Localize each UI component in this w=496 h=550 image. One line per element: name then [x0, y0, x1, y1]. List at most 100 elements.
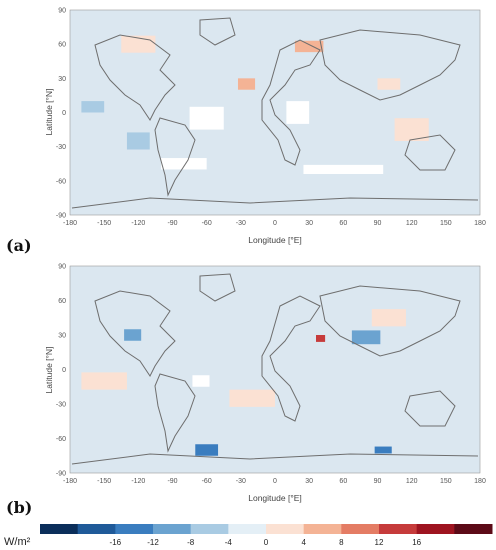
colorbar-tick-label: 12: [375, 538, 384, 547]
colorbar-swatch: [416, 524, 455, 534]
colorbar-swatches: [40, 524, 493, 534]
y-tick-label: 90: [58, 264, 66, 271]
anomaly-patch: [237, 78, 256, 90]
x-tick-label: -90: [167, 220, 177, 227]
coast-australia: [404, 134, 456, 171]
coast-greenland: [199, 17, 236, 46]
x-tick-label: 60: [339, 478, 347, 485]
y-tick-label: 0: [62, 367, 66, 374]
colorbar-tick-label: -16: [110, 538, 122, 547]
y-tick-label: 90: [58, 8, 66, 15]
coast-antarctica: [71, 453, 479, 465]
y-tick-label: 0: [62, 110, 66, 117]
anomaly-patch: [351, 330, 381, 345]
anomaly-patch: [303, 164, 384, 174]
colorbar-swatch: [341, 524, 380, 534]
map-b: -180 -150 -120 -90 -60 -30 0 30 60 90 120 150 180 90…: [44, 264, 486, 504]
coast-south-america: [154, 117, 196, 197]
y-tick-label: -30: [56, 144, 66, 151]
coast-europe-africa: [261, 39, 321, 166]
map-a-xticks: -180 -150 -120 -90 -60 -30 0 30 60 90 120 150 180: [63, 220, 486, 227]
x-tick-label: -180: [63, 478, 77, 485]
colorbar-swatch: [266, 524, 305, 534]
anomaly-patch: [161, 158, 207, 170]
anomaly-patch: [189, 106, 224, 130]
x-tick-label: 150: [440, 478, 452, 485]
x-tick-label: 0: [273, 220, 277, 227]
coast-australia: [404, 390, 456, 427]
colorbar-tick-label: -8: [187, 538, 195, 547]
coast-asia: [319, 29, 461, 101]
colorbar-swatch: [153, 524, 192, 534]
anomaly-patch: [374, 446, 392, 454]
map-b-xticks: -180 -150 -120 -90 -60 -30 0 30 60 90 120 150 180: [63, 478, 486, 485]
map-a-xlabel: Longitude [°E]: [248, 235, 302, 245]
x-tick-label: -90: [167, 478, 177, 485]
x-tick-label: -30: [236, 220, 246, 227]
anomaly-patch: [394, 118, 429, 141]
x-tick-label: -150: [97, 478, 111, 485]
coast-europe-africa: [261, 295, 321, 422]
x-tick-label: -120: [131, 478, 145, 485]
x-tick-label: -60: [202, 220, 212, 227]
coast-antarctica: [71, 197, 479, 209]
anomaly-patch: [81, 372, 127, 390]
colorbar: -16 -12 -8 -4 0 4 8 12 16: [40, 524, 493, 547]
x-tick-label: -150: [97, 220, 111, 227]
x-tick-label: 180: [474, 220, 486, 227]
map-b-patches: [81, 309, 406, 456]
colorbar-swatch: [454, 524, 493, 534]
colorbar-tick-label: 4: [301, 538, 306, 547]
coast-south-america: [154, 373, 196, 453]
colorbar-swatch: [190, 524, 229, 534]
anomaly-patch: [126, 132, 150, 150]
colorbar-tick-label: 8: [339, 538, 344, 547]
map-b-xlabel: Longitude [°E]: [248, 493, 302, 503]
y-tick-label: -60: [56, 436, 66, 443]
map-b-coastlines: [71, 273, 479, 465]
panel-b: -180 -150 -120 -90 -60 -30 0 30 60 90 120 150 180 90…: [0, 258, 496, 520]
anomaly-patch: [371, 309, 406, 327]
anomaly-patch: [229, 389, 275, 407]
colorbar-unit: W/m²: [4, 536, 31, 548]
y-tick-label: 60: [58, 298, 66, 305]
anomaly-patch: [124, 329, 142, 341]
colorbar-swatch: [379, 524, 418, 534]
colorbar-ticks: -16 -12 -8 -4 0 4 8 12 16: [110, 538, 422, 547]
colorbar-swatch: [77, 524, 116, 534]
panel-a: -180 -150 -120 -90 -60 -30 0 30 60 90 120 150 180 90…: [0, 0, 496, 258]
x-tick-label: 60: [339, 220, 347, 227]
anomaly-patch: [377, 78, 401, 90]
map-a-patches: [81, 35, 429, 174]
panel-a-letter: (a): [6, 236, 32, 255]
colorbar-tick-label: 0: [264, 538, 269, 547]
anomaly-patch: [316, 335, 326, 342]
x-tick-label: -120: [131, 220, 145, 227]
y-tick-label: 60: [58, 42, 66, 49]
colorbar-swatch: [115, 524, 154, 534]
y-tick-label: 30: [58, 76, 66, 83]
x-tick-label: 90: [374, 220, 382, 227]
x-tick-label: 150: [440, 220, 452, 227]
y-tick-label: -60: [56, 178, 66, 185]
x-tick-label: -30: [236, 478, 246, 485]
map-a-ylabel: Latitude [°N]: [44, 89, 54, 136]
y-tick-label: -30: [56, 402, 66, 409]
x-tick-label: 30: [305, 478, 313, 485]
coast-north-america: [94, 290, 176, 377]
anomaly-patch: [195, 444, 219, 456]
y-tick-label: -90: [56, 213, 66, 220]
colorbar-swatch: [303, 524, 342, 534]
x-tick-label: 30: [305, 220, 313, 227]
map-a: -180 -150 -120 -90 -60 -30 0 30 60 90 120 150 180 90…: [44, 8, 486, 246]
anomaly-patch: [294, 40, 324, 53]
colorbar-swatch: [228, 524, 267, 534]
map-a-yticks: 90 60 30 0 -30 -60 -90: [56, 8, 66, 220]
coast-asia: [319, 285, 461, 357]
x-tick-label: 120: [406, 220, 418, 227]
anomaly-patch: [286, 101, 310, 124]
colorbar-tick-label: -4: [225, 538, 233, 547]
map-a-coastlines: [71, 17, 479, 209]
colorbar-tick-label: 16: [412, 538, 421, 547]
coast-greenland: [199, 273, 236, 302]
